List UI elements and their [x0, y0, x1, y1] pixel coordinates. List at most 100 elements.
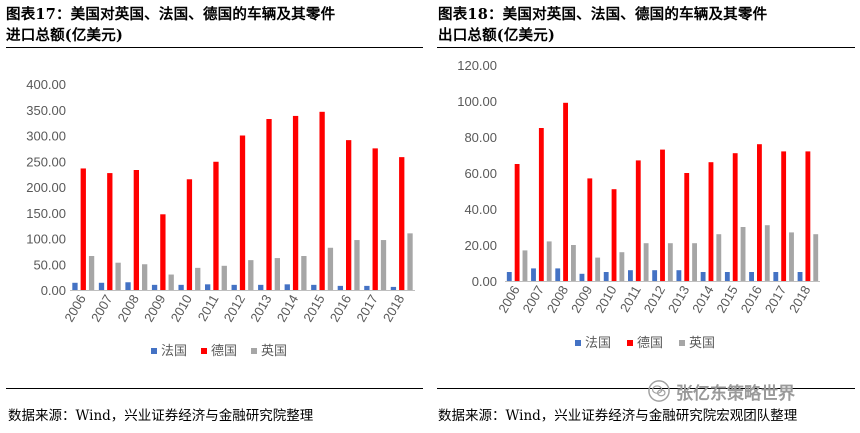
bar-germany	[732, 153, 738, 281]
bar-germany	[107, 173, 113, 290]
x-tick-label: 2009	[141, 292, 168, 325]
legend-swatch	[151, 348, 157, 354]
bar-france	[506, 272, 512, 281]
bar-france	[311, 284, 317, 290]
x-tick-label: 2017	[762, 283, 789, 316]
x-tick-label: 2016	[738, 283, 765, 316]
bar-uk	[195, 267, 201, 290]
bar-uk	[115, 262, 121, 290]
y-tick-label: 50.00	[33, 257, 66, 272]
y-tick-label: 0.00	[472, 274, 497, 289]
export-chart: 0.00 20.00 40.00 60.00 80.00 100.00 120.00 2006…	[457, 58, 820, 351]
x-tick-label: 2011	[617, 283, 644, 315]
bar-uk	[327, 247, 334, 290]
bar-germany	[635, 160, 641, 281]
bar-france	[797, 272, 803, 281]
x-tick-label: 2008	[114, 292, 141, 325]
bar-france	[724, 272, 730, 281]
legend-label: 英国	[261, 344, 287, 359]
bar-uk	[716, 234, 722, 281]
bar-france	[531, 268, 536, 281]
bar-germany	[372, 148, 378, 291]
bar-uk	[407, 233, 413, 290]
x-tick-label: 2015	[300, 292, 327, 325]
bar-france	[178, 284, 184, 290]
x-tick-label: 2006	[495, 283, 522, 316]
bar-france	[652, 270, 658, 281]
bar-uk	[354, 240, 360, 290]
bar-france	[773, 272, 779, 281]
y-tick-label: 300.00	[26, 129, 66, 144]
legend-swatch	[251, 348, 257, 354]
y-tick-label: 350.00	[26, 103, 66, 118]
bar-france	[258, 284, 264, 290]
chart-title-export: 图表18：美国对英国、法国、德国的车辆及其零件 出口总额(亿美元)	[438, 4, 853, 46]
chart-title-line2: 出口总额(亿美元)	[438, 27, 556, 44]
bar-uk	[274, 258, 280, 290]
y-tick-label: 100.00	[26, 232, 66, 247]
legend-label: 法国	[585, 336, 611, 351]
y-tick-label: 20.00	[464, 238, 497, 253]
x-tick-label: 2011	[195, 292, 222, 324]
y-tick-label: 0.00	[41, 283, 66, 298]
bar-france	[364, 285, 370, 290]
bar-france	[749, 272, 754, 281]
x-tick-label: 2015	[713, 283, 740, 316]
x-tick-label: 2014	[274, 292, 301, 325]
bar-france	[205, 284, 211, 290]
bar-france	[555, 268, 561, 281]
bar-france	[231, 284, 237, 290]
bar-france	[603, 272, 609, 281]
watermark-text: 张亿东策略世界	[676, 383, 795, 404]
bar-germany	[160, 214, 166, 290]
bar-germany	[186, 179, 193, 290]
bar-uk	[248, 260, 254, 290]
bar-germany	[346, 140, 352, 290]
bar-germany	[213, 161, 219, 290]
x-tick-label: 2007	[519, 283, 546, 316]
y-tick-label: 40.00	[464, 202, 497, 217]
bar-germany	[319, 111, 325, 290]
bar-uk	[301, 256, 307, 290]
bar-uk	[571, 245, 576, 281]
bar-uk	[595, 257, 601, 281]
watermark: 张亿东策略世界	[648, 378, 858, 404]
bar-germany	[587, 178, 593, 281]
bar-germany	[239, 135, 246, 290]
source-note-export: 数据来源：Wind，兴业证券经济与金融研究院宏观团队整理	[438, 408, 798, 424]
bar-uk	[88, 256, 95, 290]
wechat-icon	[648, 380, 670, 402]
bar-france	[700, 272, 706, 281]
bar-germany	[538, 128, 544, 281]
bar-france	[579, 273, 585, 281]
bar-france	[125, 282, 131, 290]
bar-france	[98, 282, 105, 290]
bar-uk	[380, 240, 387, 290]
bottom-rule-right	[437, 388, 855, 389]
legend-label: 英国	[689, 336, 715, 351]
bar-uk	[168, 274, 174, 290]
chart-title-line2: 进口总额(亿美元)	[6, 27, 124, 44]
y-tick-label: 60.00	[464, 166, 497, 181]
bar-germany	[80, 168, 86, 290]
x-tick-label: 2017	[353, 292, 380, 325]
x-tick-label: 2010	[168, 292, 195, 325]
y-tick-label: 250.00	[26, 154, 66, 169]
bar-france	[284, 284, 290, 290]
bar-uk	[764, 225, 770, 281]
y-tick-label: 120.00	[457, 58, 497, 73]
bar-uk	[789, 232, 794, 281]
y-tick-label: 150.00	[26, 206, 66, 221]
bar-uk	[522, 250, 528, 281]
bar-germany	[399, 157, 405, 290]
bar-germany	[292, 115, 299, 291]
bottom-rule-left	[6, 388, 423, 389]
bar-uk	[142, 264, 148, 290]
bar-france	[337, 285, 343, 290]
x-tick-label: 2013	[247, 292, 274, 325]
y-tick-label: 100.00	[457, 94, 497, 109]
bar-germany	[757, 144, 762, 281]
bar-uk	[692, 243, 697, 281]
y-tick-label: 400.00	[26, 77, 66, 92]
